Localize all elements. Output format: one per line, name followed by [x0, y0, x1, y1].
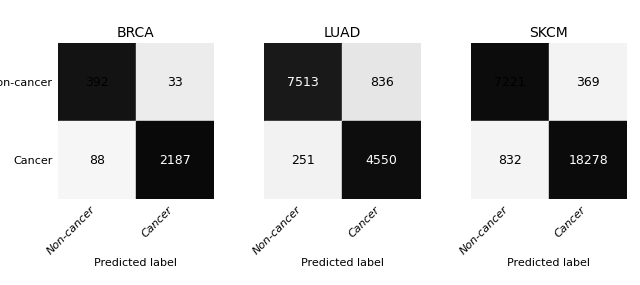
Bar: [470, 43, 549, 121]
Bar: [58, 43, 136, 121]
Bar: [342, 43, 420, 121]
Bar: [136, 121, 214, 200]
Text: 33: 33: [167, 76, 183, 89]
Text: 392: 392: [85, 76, 109, 89]
Text: 88: 88: [89, 154, 105, 167]
Bar: [136, 43, 214, 121]
Text: 251: 251: [291, 154, 315, 167]
Bar: [549, 121, 627, 200]
Text: 836: 836: [370, 76, 394, 89]
X-axis label: Predicted label: Predicted label: [301, 258, 384, 268]
Bar: [264, 43, 342, 121]
Text: 7513: 7513: [287, 76, 319, 89]
Title: LUAD: LUAD: [324, 26, 361, 40]
Bar: [342, 121, 420, 200]
Title: SKCM: SKCM: [529, 26, 568, 40]
Text: 4550: 4550: [365, 154, 397, 167]
X-axis label: Predicted label: Predicted label: [94, 258, 177, 268]
Bar: [549, 43, 627, 121]
Text: 369: 369: [576, 76, 600, 89]
Title: BRCA: BRCA: [117, 26, 155, 40]
Text: 832: 832: [498, 154, 522, 167]
Bar: [470, 121, 549, 200]
Text: 2187: 2187: [159, 154, 191, 167]
Bar: [58, 121, 136, 200]
Text: 7221: 7221: [494, 76, 525, 89]
Bar: [264, 121, 342, 200]
Text: 18278: 18278: [568, 154, 608, 167]
X-axis label: Predicted label: Predicted label: [508, 258, 591, 268]
